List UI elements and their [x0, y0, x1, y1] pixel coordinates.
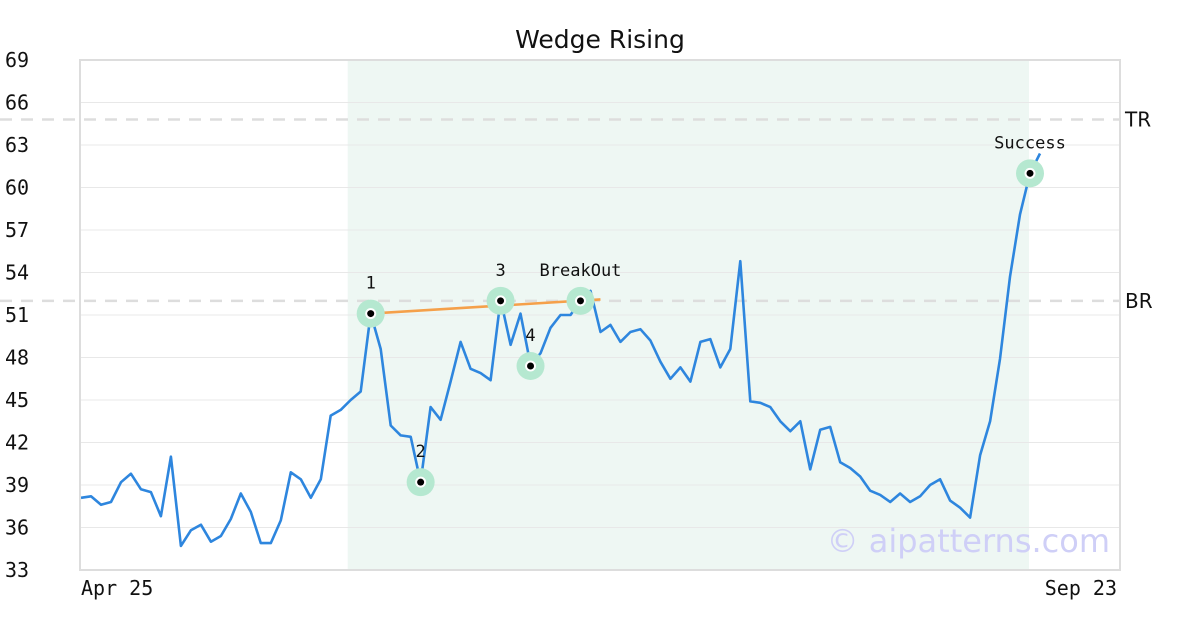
y-tick-label: 51 — [5, 303, 29, 327]
marker-dot-success — [1026, 169, 1034, 177]
level-label-tr: TR — [1124, 108, 1151, 132]
y-tick-label: 36 — [5, 516, 29, 540]
marker-dot-4 — [527, 362, 535, 370]
marker-dot-1 — [367, 310, 375, 318]
x-tick-end: Sep 23 — [1045, 576, 1117, 600]
marker-label-success: Success — [994, 133, 1066, 153]
marker-label-1: 1 — [366, 274, 376, 294]
y-tick-label: 57 — [5, 218, 29, 242]
y-tick-label: 54 — [5, 261, 29, 285]
x-tick-start: Apr 25 — [81, 576, 153, 600]
marker-label-3: 3 — [495, 261, 505, 281]
y-tick-label: 48 — [5, 346, 29, 370]
marker-dot-2 — [417, 478, 425, 486]
marker-dot-3 — [497, 297, 505, 305]
pattern-markers: 1 2 3 4 BreakOut Success — [356, 133, 1066, 497]
y-tick-label: 63 — [5, 133, 29, 157]
y-tick-label: 42 — [5, 431, 29, 455]
y-axis-ticks: 33 36 39 42 45 48 51 54 57 60 63 66 69 — [5, 48, 29, 582]
price-line — [80, 152, 1042, 548]
marker-label-2: 2 — [416, 442, 426, 462]
plot-frame — [79, 59, 1121, 571]
level-label-br: BR — [1125, 289, 1153, 313]
y-tick-label: 39 — [5, 473, 29, 497]
marker-label-breakout: BreakOut — [540, 261, 622, 281]
y-tick-label: 69 — [5, 48, 29, 72]
y-gridlines — [80, 102, 1120, 528]
marker-label-4: 4 — [525, 326, 535, 346]
y-tick-label: 33 — [5, 558, 29, 582]
y-tick-label: 60 — [5, 176, 29, 200]
y-tick-label: 66 — [5, 91, 29, 115]
marker-dot-breakout — [576, 297, 584, 305]
watermark-text: © aipatterns.com — [827, 522, 1110, 560]
chart-title: Wedge Rising — [515, 25, 685, 54]
level-lines: TR BR — [0, 108, 1153, 313]
y-tick-label: 45 — [5, 388, 29, 412]
trend-line — [370, 298, 601, 315]
